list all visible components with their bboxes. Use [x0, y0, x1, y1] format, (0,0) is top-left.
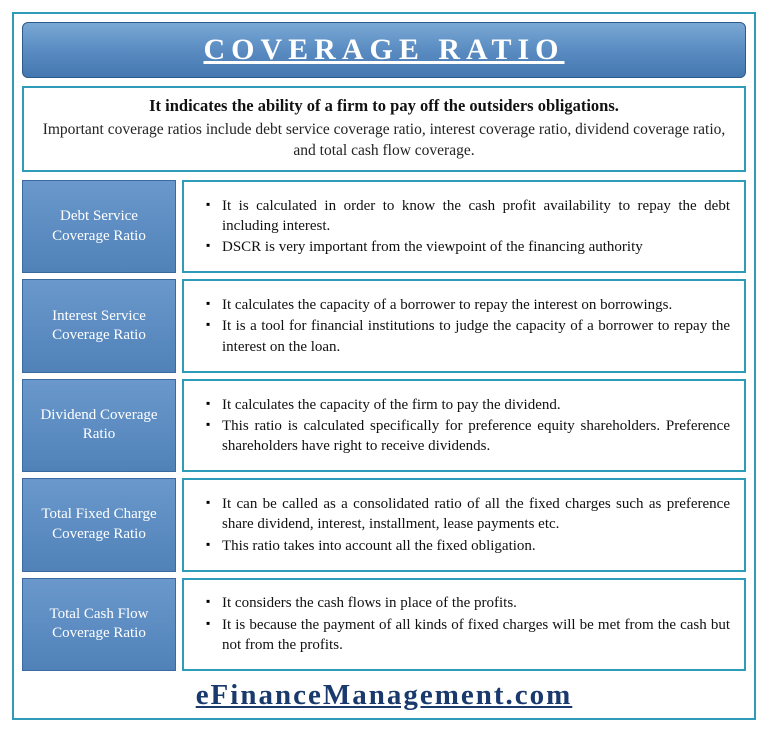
intro-plain-text: Important coverage ratios include debt s…: [38, 120, 730, 162]
footer: eFinanceManagement.com: [14, 677, 754, 718]
ratio-content: It can be called as a consolidated ratio…: [182, 478, 746, 571]
ratio-row: Total Fixed Charge Coverage Ratio It can…: [22, 478, 746, 571]
ratio-point: This ratio takes into account all the fi…: [206, 536, 730, 556]
ratio-point: This ratio is calculated specifically fo…: [206, 416, 730, 457]
ratio-point: It is calculated in order to know the ca…: [206, 196, 730, 237]
ratio-content: It calculates the capacity of the firm t…: [182, 379, 746, 472]
ratio-row: Dividend Coverage Ratio It calculates th…: [22, 379, 746, 472]
ratio-content: It is calculated in order to know the ca…: [182, 180, 746, 273]
ratio-point: DSCR is very important from the viewpoin…: [206, 237, 730, 257]
ratio-label: Interest Service Coverage Ratio: [22, 279, 176, 372]
ratio-label: Dividend Coverage Ratio: [22, 379, 176, 472]
ratio-point: It is because the payment of all kinds o…: [206, 615, 730, 656]
ratio-row: Total Cash Flow Coverage Ratio It consid…: [22, 578, 746, 671]
ratio-point: It is a tool for financial institutions …: [206, 316, 730, 357]
title-bar: COVERAGE RATIO: [22, 22, 746, 78]
ratio-content: It calculates the capacity of a borrower…: [182, 279, 746, 372]
ratio-row: Interest Service Coverage Ratio It calcu…: [22, 279, 746, 372]
ratio-label: Total Cash Flow Coverage Ratio: [22, 578, 176, 671]
footer-link[interactable]: eFinanceManagement.com: [196, 679, 573, 711]
ratio-point: It can be called as a consolidated ratio…: [206, 494, 730, 535]
ratio-point: It calculates the capacity of the firm t…: [206, 395, 730, 415]
ratio-rows: Debt Service Coverage Ratio It is calcul…: [14, 180, 754, 677]
ratio-content: It considers the cash flows in place of …: [182, 578, 746, 671]
ratio-label: Total Fixed Charge Coverage Ratio: [22, 478, 176, 571]
ratio-point: It calculates the capacity of a borrower…: [206, 295, 730, 315]
ratio-label: Debt Service Coverage Ratio: [22, 180, 176, 273]
intro-box: It indicates the ability of a firm to pa…: [22, 86, 746, 172]
intro-bold-text: It indicates the ability of a firm to pa…: [38, 96, 730, 116]
page-title: COVERAGE RATIO: [23, 33, 745, 67]
ratio-row: Debt Service Coverage Ratio It is calcul…: [22, 180, 746, 273]
infographic-container: COVERAGE RATIO It indicates the ability …: [12, 12, 756, 720]
ratio-point: It considers the cash flows in place of …: [206, 593, 730, 613]
